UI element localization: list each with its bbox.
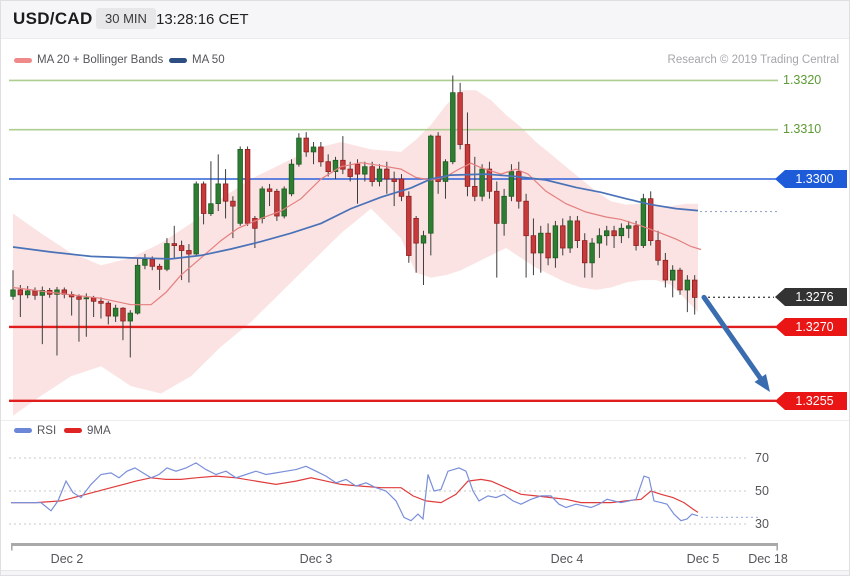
main-legend: MA 20 + Bollinger Bands MA 50 Research ©… xyxy=(1,54,849,68)
chart-header: USD/CAD 30 MIN 13:28:16 CET xyxy=(1,1,849,39)
ma20-bollinger-legend-label: MA 20 + Bollinger Bands xyxy=(37,54,164,66)
rsi-swatch-icon xyxy=(14,428,32,433)
price-tag-1-3300: 1.3300 xyxy=(775,170,847,188)
x-axis-label-dec-5: Dec 5 xyxy=(686,552,720,566)
bottom-strip xyxy=(1,570,849,575)
x-axis-label-dec-3: Dec 3 xyxy=(299,552,333,566)
price-tag-last-1-3276: 1.3276 xyxy=(775,288,847,306)
timestamp: 13:28:16 CET xyxy=(156,11,249,28)
rsi-legend-label: RSI xyxy=(37,425,57,437)
rsi-level-30: 30 xyxy=(755,517,769,531)
nine-ma-legend-label: 9MA xyxy=(87,425,111,437)
interval-badge: 30 MIN xyxy=(96,8,156,29)
nine-ma-swatch-icon xyxy=(64,428,82,433)
price-tag-target-1-3255: 1.3255 xyxy=(775,392,847,410)
research-credit: Research © 2019 Trading Central xyxy=(667,54,839,66)
rsi-legend: RSI 9MA xyxy=(1,425,849,438)
price-label-1-3310: 1.3310 xyxy=(783,122,822,136)
symbol-title: USD/CAD xyxy=(13,9,93,28)
ma50-legend-label: MA 50 xyxy=(192,54,225,66)
x-axis-label-dec-4: Dec 4 xyxy=(550,552,584,566)
ma20-bollinger-swatch-icon xyxy=(14,58,32,63)
x-axis-label-dec-2: Dec 2 xyxy=(50,552,84,566)
x-axis-label-dec-18: Dec 18 xyxy=(748,552,788,566)
price-label-1-3320: 1.3320 xyxy=(783,73,822,87)
rsi-level-70: 70 xyxy=(755,451,769,465)
price-tag-1-3270: 1.3270 xyxy=(775,318,847,336)
ma50-swatch-icon xyxy=(169,58,187,63)
rsi-level-50: 50 xyxy=(755,484,769,498)
